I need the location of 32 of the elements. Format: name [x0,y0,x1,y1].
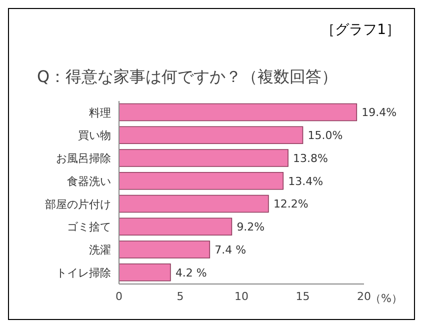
data-label: 15.0% [308,129,343,142]
bar [119,263,171,282]
data-label: 12.2% [273,198,308,211]
text: ［グラフ1］ [321,21,400,39]
bar [119,218,232,236]
bar [119,126,304,144]
y-tick-label: 食器洗い [67,174,111,188]
x-tick-label: 0 [116,290,122,303]
x-tick-label: 10 [234,290,248,303]
bar [119,172,284,190]
bar [119,149,288,167]
x-tick-label: 20 [357,290,371,303]
x-axis-title: （%） [370,292,402,305]
data-label: 19.4% [362,106,397,120]
x-tick-label: 15 [296,290,310,303]
data-label: 13.4% [288,174,324,188]
bar [119,103,358,122]
data-label: 9.2% [236,220,265,234]
x-tick-label: 5 [176,290,184,303]
y-tick-label: 洗濯 [89,244,111,257]
y-tick-label: トイレ掃除 [56,266,111,280]
y-tick-label: 料理 [89,106,111,120]
bar [119,240,210,258]
chart-title: Q：得意な家事は何ですか？（複数回答） [37,67,338,88]
bar [119,194,269,213]
data-label: 4.2 % [175,266,207,280]
data-label: 13.8% [293,152,328,165]
y-tick-label: 買い物 [78,129,111,142]
y-tick-label: ゴミ捨て [67,220,111,234]
y-tick-label: 部屋の片付け [45,198,111,211]
data-label: 7.4 % [214,243,246,256]
y-tick-label: お風呂掃除 [56,152,111,166]
